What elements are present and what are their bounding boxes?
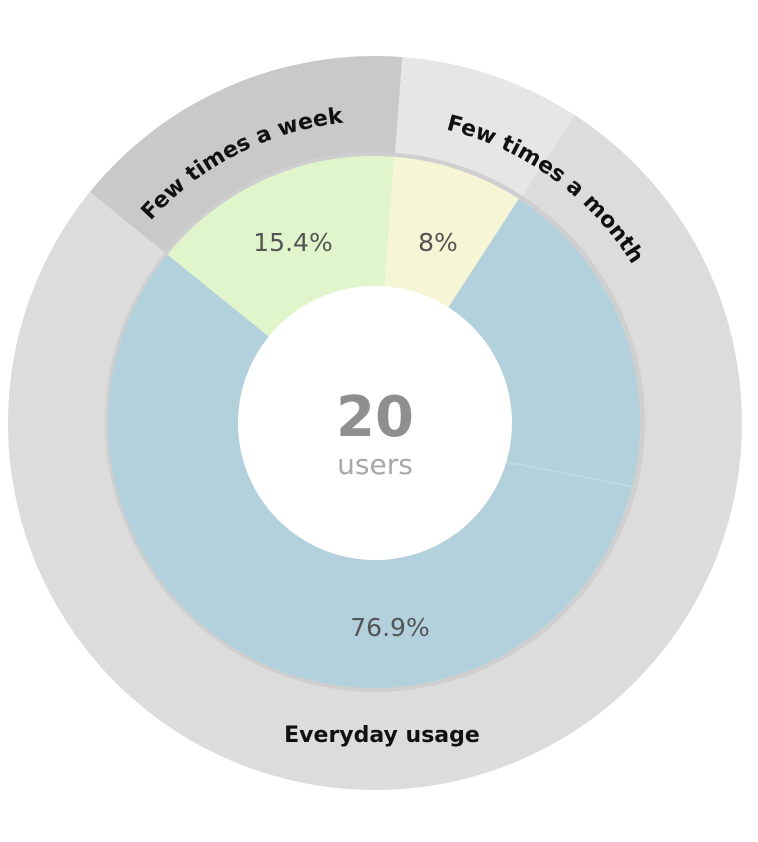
user-count-unit: users — [337, 448, 413, 481]
segment-labels: 15.4% 8% 76.9% — [253, 228, 458, 642]
inner-segment-month — [383, 156, 519, 313]
week-percent-label: 15.4% — [253, 228, 332, 257]
user-count: 20 — [336, 385, 414, 450]
segment-seam — [502, 460, 633, 488]
center-total: 20 users — [336, 385, 414, 481]
center-hole — [238, 286, 512, 560]
everyday-percent-label: 76.9% — [350, 613, 429, 642]
everyday-usage-label: Everyday usage — [284, 723, 480, 748]
inner-segment-everyday — [107, 198, 640, 689]
outer-segment-week — [89, 55, 403, 255]
month-percent-label: 8% — [418, 228, 458, 257]
outer-segment-everyday — [7, 115, 743, 791]
